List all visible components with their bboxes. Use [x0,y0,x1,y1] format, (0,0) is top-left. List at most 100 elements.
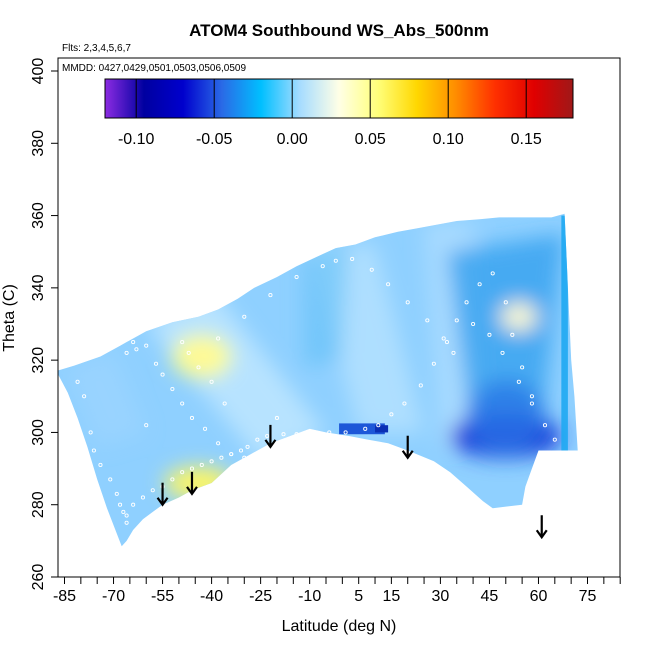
arrows [156,424,548,540]
min-equator-core [375,425,389,433]
flight-point [402,401,407,406]
y-tick-label: 280 [30,491,47,518]
flight-point [265,433,270,439]
x-axis: -85 -70 -55 -40 -25 -10 5 15 30 45 60 75 [53,577,621,605]
flight-point [124,350,129,355]
x-tick-label: 75 [579,588,597,605]
y-tick-label: 380 [30,130,47,157]
x-tick-label: -85 [53,588,76,605]
flight-point [500,350,505,355]
flight-point [196,365,201,370]
dates-label: MMDD: 0427,0429,0501,0503,0506,0509 [62,63,246,74]
flight-point [376,423,381,428]
flight-point [386,282,391,287]
flight-point [180,340,185,345]
heatmap-field [58,213,578,547]
y-tick-label: 360 [30,202,47,229]
flight-point [281,432,286,437]
min-north-halo [465,379,546,456]
flight-point [170,477,175,482]
flight-point [137,329,142,334]
flight-point [487,332,492,337]
flight-point [75,379,80,384]
flight-point [451,350,456,355]
flight-point [405,300,410,305]
flight-point [490,271,495,276]
flight-point [180,401,185,406]
flight-point [114,491,119,496]
flight-point [441,336,446,341]
y-tick-label: 300 [30,419,47,446]
x-tick-label: -55 [151,588,174,605]
flight-point [199,462,204,468]
plot-frame [57,57,621,578]
y-tick-label: 320 [30,347,47,374]
flight-point [131,502,136,507]
colorbar-fill [105,79,573,118]
arrow-head [535,529,548,540]
y-tick-label: 340 [30,274,47,301]
flight-point [431,361,436,366]
flight-point [118,502,123,507]
flight-point [520,365,525,370]
flight-point [140,495,145,500]
flight-point [418,383,423,388]
min-equator-bar [339,423,385,435]
flight-point [189,415,195,421]
x-tick-label: -40 [200,588,223,605]
colorbar-tick-label: 0.15 [511,131,542,148]
flight-point [242,314,247,319]
flight-point [98,462,103,468]
max-mid-south-core [187,346,216,367]
y-axis: 260 280 300 320 340 360 380 400 [30,58,58,591]
x-tick-label: -70 [102,588,125,605]
chart-title: ATOM4 Southbound WS_Abs_500nm [189,21,489,40]
flight-point [222,401,227,406]
north-edge-strip [561,215,568,462]
arrow-head [401,450,414,460]
flight-point [274,415,280,421]
flight-point [216,336,221,341]
flight-point [124,520,129,525]
flight-point [294,432,299,437]
flight-point [108,477,113,482]
flight-point [180,470,185,475]
flight-point [369,267,374,272]
flight-point [238,448,244,453]
colorbar-tick-label: 0.10 [433,131,464,148]
flight-point [363,426,368,431]
flight-point [529,394,534,399]
flight-point [131,340,136,345]
x-tick-label: 15 [382,588,400,605]
flight-point [529,401,534,406]
flight-point [150,488,155,493]
flight-point [477,282,482,287]
flight-point [144,423,149,428]
flight-point [510,332,515,337]
x-axis-label: Latitude (deg N) [282,618,397,635]
arrow-head [264,439,277,449]
flight-point [160,372,165,377]
pale-band [64,352,147,447]
flight-point [255,437,260,442]
flight-point [91,448,96,453]
flight-point [333,258,338,263]
flight-point [294,274,299,280]
max-south-low-blob [164,467,233,500]
flight-point [454,318,459,323]
y-axis-label: Theta (C) [1,284,18,352]
flight-point [320,264,325,269]
flight-point [121,509,126,514]
flight-point [219,455,224,460]
flight-point [242,455,247,460]
arrow-head [186,486,198,496]
flight-point [153,361,159,366]
flight-point [186,350,191,355]
flight-point [216,441,221,446]
y-tick-label: 260 [30,564,47,591]
flight-point [144,343,149,348]
flight-point [327,430,332,435]
flight-point [503,300,508,305]
